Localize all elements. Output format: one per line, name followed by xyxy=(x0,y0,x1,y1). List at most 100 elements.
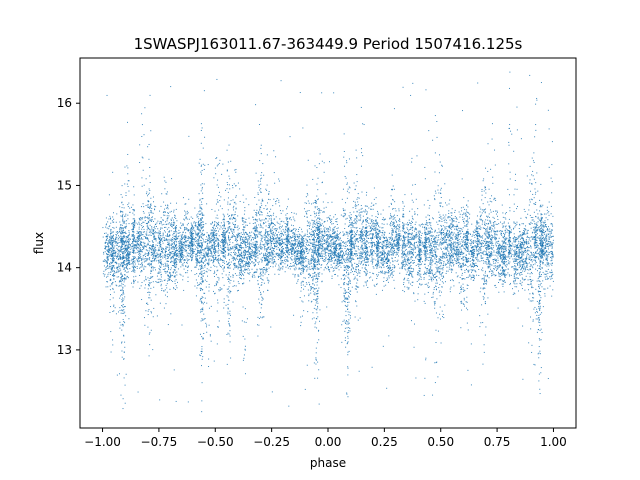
data-point xyxy=(262,223,264,225)
data-point xyxy=(497,259,499,261)
data-point xyxy=(281,232,283,234)
data-point xyxy=(515,271,517,273)
data-point xyxy=(247,251,249,253)
data-point xyxy=(483,297,485,299)
data-point xyxy=(533,252,535,254)
data-point xyxy=(187,222,189,224)
data-point xyxy=(453,244,455,246)
data-point xyxy=(492,259,494,261)
data-point xyxy=(435,252,437,254)
data-point xyxy=(452,226,454,228)
data-point xyxy=(392,216,394,218)
data-point xyxy=(347,267,349,269)
data-point xyxy=(234,267,236,269)
data-point xyxy=(276,198,278,199)
data-point xyxy=(143,228,145,230)
data-point xyxy=(214,252,216,254)
data-point xyxy=(270,208,272,210)
data-point xyxy=(120,237,122,239)
data-point xyxy=(407,240,409,242)
data-point xyxy=(326,228,328,230)
data-point xyxy=(347,269,349,271)
data-point xyxy=(404,246,406,248)
data-point xyxy=(149,189,151,191)
data-point xyxy=(540,257,542,259)
data-point xyxy=(124,384,126,386)
data-point xyxy=(160,262,161,264)
data-point xyxy=(253,232,255,234)
data-point xyxy=(440,202,442,204)
data-point xyxy=(461,229,463,231)
data-point xyxy=(213,259,215,261)
data-point xyxy=(150,287,152,289)
data-point xyxy=(302,241,304,243)
data-point xyxy=(292,246,294,248)
data-point xyxy=(180,242,182,244)
data-point xyxy=(315,226,317,228)
data-point xyxy=(226,334,228,335)
data-point xyxy=(447,258,449,260)
data-point xyxy=(264,249,266,251)
data-point xyxy=(166,287,168,289)
data-point xyxy=(451,217,453,219)
data-point xyxy=(209,252,211,254)
data-point xyxy=(461,252,463,254)
data-point xyxy=(504,264,506,266)
data-point xyxy=(431,264,433,266)
data-point xyxy=(317,307,319,309)
data-point xyxy=(334,246,336,248)
data-point xyxy=(499,265,501,267)
data-point xyxy=(151,249,153,251)
data-point xyxy=(211,254,213,256)
data-point xyxy=(260,153,262,155)
data-point xyxy=(114,253,116,255)
data-point xyxy=(422,243,424,245)
data-point xyxy=(362,221,364,223)
data-point xyxy=(417,230,419,232)
data-point xyxy=(131,234,133,236)
data-point xyxy=(256,248,258,250)
data-point xyxy=(161,224,163,226)
data-point xyxy=(465,242,467,244)
data-point xyxy=(470,275,472,277)
data-point xyxy=(110,250,112,252)
data-point xyxy=(239,260,241,262)
data-point xyxy=(502,271,504,273)
data-point xyxy=(133,249,135,251)
data-point xyxy=(345,305,347,307)
data-point xyxy=(486,281,488,283)
data-point xyxy=(224,232,226,234)
data-point xyxy=(279,225,281,227)
data-point xyxy=(167,270,169,272)
data-point xyxy=(205,253,207,255)
data-point xyxy=(424,260,426,262)
data-point xyxy=(485,280,487,282)
data-point xyxy=(369,222,371,224)
data-point xyxy=(349,224,351,226)
data-point xyxy=(527,241,529,243)
data-point xyxy=(300,246,302,248)
data-point xyxy=(119,327,121,329)
data-point xyxy=(121,201,123,203)
data-point xyxy=(276,228,278,230)
data-point xyxy=(364,205,366,207)
data-point xyxy=(432,291,434,293)
data-point xyxy=(166,191,168,193)
data-point xyxy=(532,292,534,294)
data-point xyxy=(111,284,113,286)
data-point xyxy=(105,226,107,228)
data-point xyxy=(340,246,342,248)
data-point xyxy=(380,213,382,215)
data-point xyxy=(204,264,206,266)
data-point xyxy=(524,248,526,250)
data-point xyxy=(228,240,230,242)
data-point xyxy=(541,286,543,288)
data-point xyxy=(432,249,434,251)
data-point xyxy=(434,248,436,250)
data-point xyxy=(449,236,451,238)
data-point xyxy=(116,374,118,376)
data-point xyxy=(259,232,261,234)
data-point xyxy=(167,274,169,276)
data-point xyxy=(455,261,457,263)
data-point xyxy=(110,254,112,256)
